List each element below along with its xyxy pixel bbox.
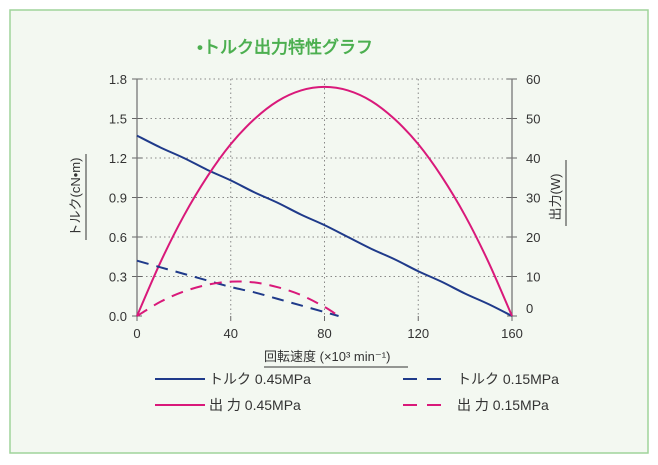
y-tick-label: 0.0 xyxy=(109,309,127,324)
y-tick-label: 1.5 xyxy=(109,112,127,127)
series-line-4 xyxy=(136,280,340,317)
y2-tick-label: 60 xyxy=(526,72,540,87)
y-axis-label: トルク(cN•m) xyxy=(68,158,83,237)
series-line-3 xyxy=(136,259,339,317)
series-line-2 xyxy=(136,85,513,317)
y2-axis-label: 出力(W) xyxy=(548,174,563,221)
y2-tick-label: 10 xyxy=(526,270,540,285)
chart-title: •トルク出力特性グラフ xyxy=(197,37,373,57)
x-tick-label: 40 xyxy=(224,326,238,341)
legend-label: トルク 0.15MPa xyxy=(457,371,559,387)
y2-tick-label: 0 xyxy=(526,301,533,316)
x-tick-label: 80 xyxy=(317,326,331,341)
x-axis-label: 回転速度 (×10³ min⁻¹) xyxy=(264,349,390,364)
y-tick-label: 0.6 xyxy=(109,230,127,245)
series-line-1 xyxy=(136,134,513,317)
x-tick-label: 160 xyxy=(501,326,523,341)
legend-label: トルク 0.45MPa xyxy=(209,371,311,387)
legend-label: 出 力 0.15MPa xyxy=(457,397,549,413)
y-tick-label: 1.2 xyxy=(109,151,127,166)
y2-tick-label: 20 xyxy=(526,230,540,245)
legend-label: 出 力 0.45MPa xyxy=(209,397,301,413)
y2-tick-label: 50 xyxy=(526,112,540,127)
y2-tick-label: 30 xyxy=(526,191,540,206)
y2-tick-label: 40 xyxy=(526,151,540,166)
y-tick-label: 0.9 xyxy=(109,191,127,206)
panel-background xyxy=(9,9,649,454)
y-tick-label: 0.3 xyxy=(109,270,127,285)
x-tick-label: 120 xyxy=(407,326,429,341)
y-tick-label: 1.8 xyxy=(109,72,127,87)
x-tick-label: 0 xyxy=(133,326,140,341)
